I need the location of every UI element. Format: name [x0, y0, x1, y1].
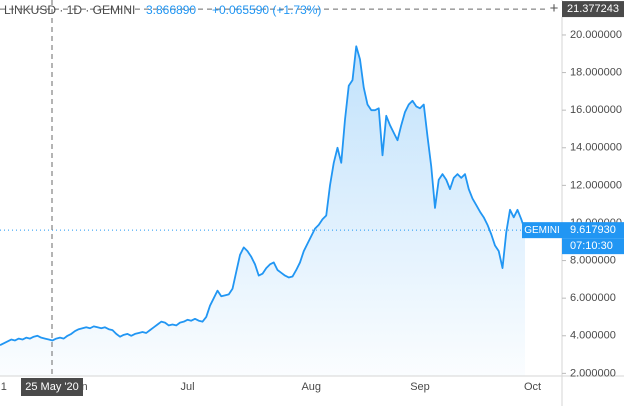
crosshair-date: 25 May '20: [25, 381, 78, 393]
exchange-box: [522, 222, 562, 239]
crosshair-price-label: 21.377243: [567, 3, 619, 15]
crosshair-price-box: [562, 1, 624, 18]
y-tick-label: 18.000000: [570, 66, 622, 78]
add-icon[interactable]: +: [550, 0, 559, 17]
overlay: LINKUSD · 1D · GEMINI 3.866890 +0.065590…: [4, 0, 562, 396]
y-tick-label: 4.000000: [570, 330, 616, 342]
x-tick-label: Aug: [301, 381, 321, 393]
exchange-label: GEMINI: [524, 225, 560, 236]
x-tick-label: Oct: [524, 381, 541, 393]
crosshair-date-box: [21, 378, 83, 396]
x-tick-label: 1: [1, 381, 7, 393]
plot-area: [0, 45, 562, 376]
x-tick-label: Sep: [410, 381, 430, 393]
y-tick-label: 6.000000: [570, 292, 616, 304]
line: [0, 45, 526, 346]
y-tick-label: 12.000000: [570, 179, 622, 191]
area: [0, 46, 525, 376]
y-tick-label: 14.000000: [570, 142, 622, 154]
y-tick-label: 2.000000: [570, 367, 616, 379]
last-price-box: [562, 222, 624, 239]
x-tick-label: Jul: [180, 381, 194, 393]
y-tick-label: 16.000000: [570, 104, 622, 116]
countdown: 07:10:30: [570, 240, 613, 252]
price: 3.866890: [146, 3, 196, 17]
countdown-box: [562, 238, 624, 255]
y-tick-label: 8.000000: [570, 254, 616, 266]
y-tick-label: 20.000000: [570, 29, 622, 41]
change: +0.065590 (+1.73%): [212, 3, 321, 17]
symbol: LINKUSD · 1D · GEMINI: [4, 3, 135, 17]
last-price-label: 9.617930: [570, 224, 616, 236]
add-button[interactable]: [546, 1, 562, 17]
